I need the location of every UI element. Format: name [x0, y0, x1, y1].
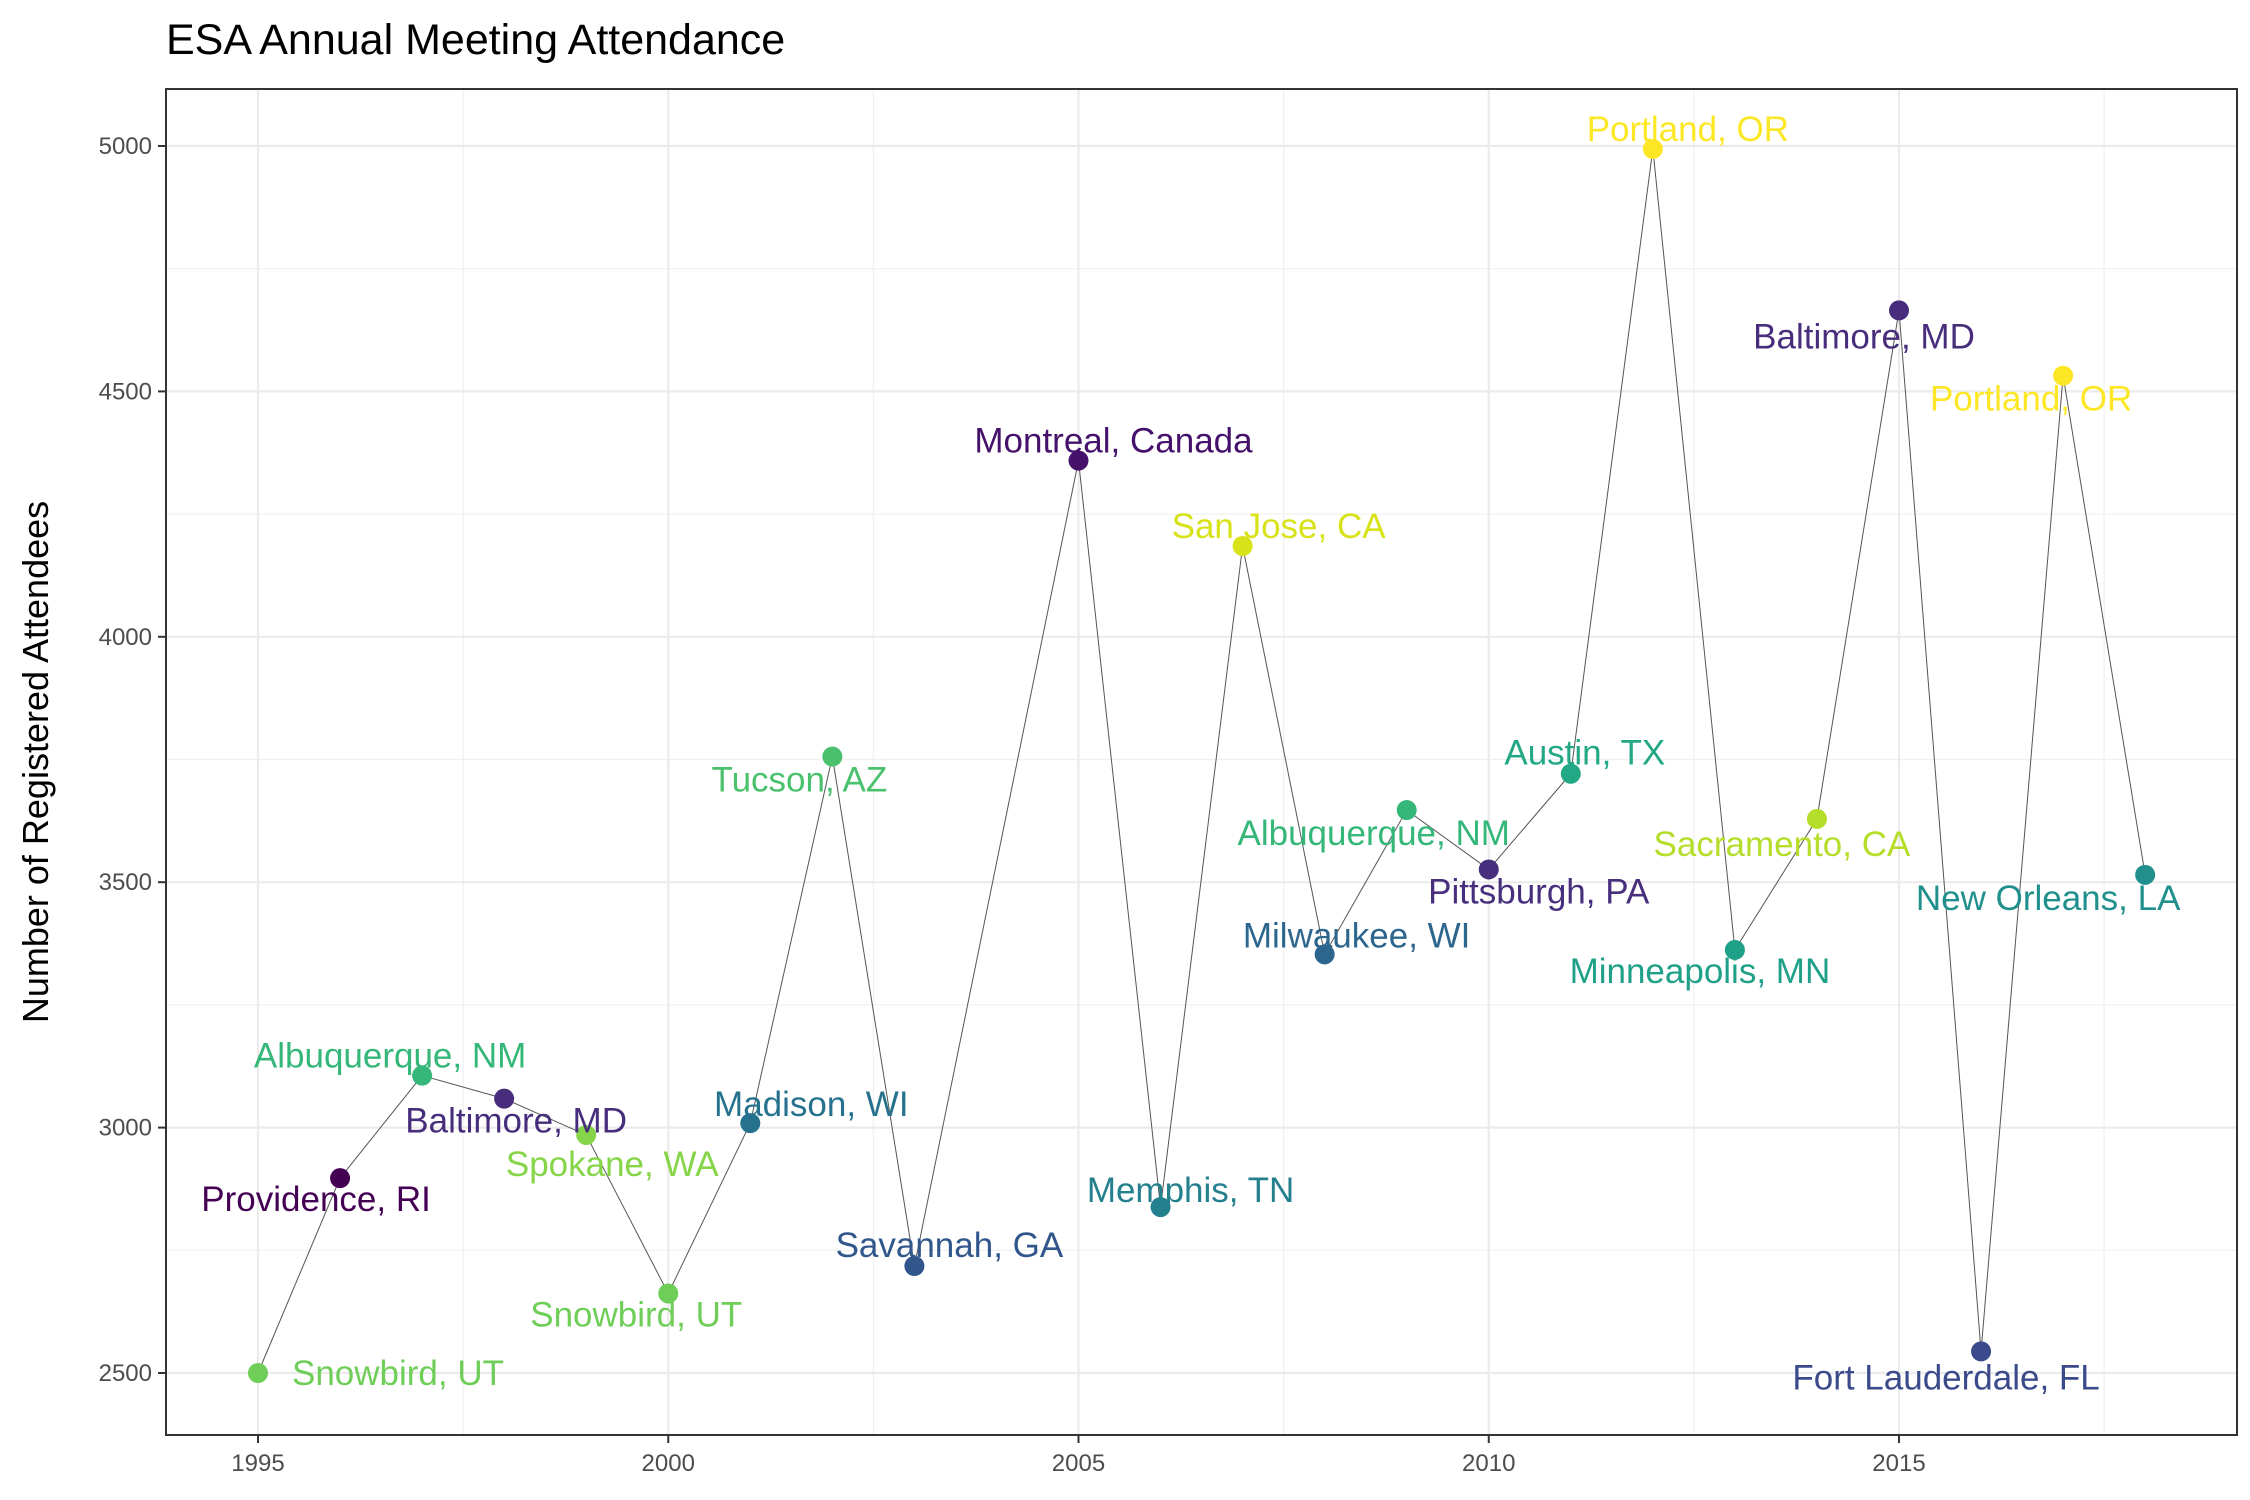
x-tick-label: 2000	[642, 1450, 695, 1477]
point-label: Pittsburgh, PA	[1428, 872, 1650, 911]
data-point	[658, 1283, 679, 1304]
data-point	[494, 1088, 515, 1109]
data-point	[1478, 859, 1499, 880]
point-label: Madison, WI	[714, 1085, 909, 1124]
point-label: Tucson, AZ	[711, 761, 887, 800]
point-label: Sacramento, CA	[1654, 825, 1911, 864]
point-label: Portland, OR	[1930, 380, 2132, 419]
point-label: New Orleans, LA	[1916, 879, 2181, 918]
data-point	[576, 1124, 597, 1145]
point-label: Savannah, GA	[836, 1226, 1064, 1265]
data-point	[1642, 138, 1663, 159]
data-point	[2135, 864, 2156, 885]
point-label: Baltimore, MD	[405, 1102, 627, 1141]
point-label: Spokane, WA	[506, 1145, 719, 1184]
y-axis-label: Number of Registered Attendees	[15, 501, 56, 1023]
axes: 1995 2000 2005 2010 2015 2500 3000 3500 4000 4500…	[99, 133, 1926, 1477]
point-label: San Jose, CA	[1172, 507, 1387, 546]
x-tick-label: 1995	[231, 1450, 284, 1477]
data-point	[904, 1256, 925, 1277]
data-point	[1724, 939, 1745, 960]
data-point	[740, 1113, 761, 1134]
y-tick-label: 3500	[99, 869, 152, 896]
plot-panel-border	[165, 88, 2238, 1436]
data-points	[248, 138, 2156, 1383]
point-label: Portland, OR	[1587, 110, 1789, 149]
data-point	[1806, 808, 1827, 829]
point-label: Montreal, Canada	[974, 422, 1253, 461]
point-label: Memphis, TN	[1087, 1171, 1294, 1210]
data-point	[1068, 450, 1089, 471]
data-point	[822, 746, 843, 767]
x-tick-label: 2010	[1462, 1450, 1515, 1477]
point-label: Snowbird, UT	[292, 1354, 504, 1393]
y-tick-label: 3000	[99, 1115, 152, 1142]
y-tick-label: 4500	[99, 378, 152, 405]
y-tick-label: 5000	[99, 133, 152, 160]
point-label: Providence, RI	[201, 1180, 431, 1219]
data-point	[1232, 536, 1253, 557]
x-tick-label: 2015	[1872, 1450, 1925, 1477]
point-label: Fort Lauderdale, FL	[1792, 1358, 2099, 1397]
y-tick-label: 4000	[99, 624, 152, 651]
data-point	[248, 1363, 268, 1383]
data-point	[1150, 1197, 1171, 1218]
point-label: Milwaukee, WI	[1243, 916, 1471, 955]
point-label: Snowbird, UT	[530, 1295, 742, 1334]
point-labels: Snowbird, UT Providence, RI Albuquerque, N…	[201, 110, 2181, 1397]
data-point	[1889, 300, 1909, 321]
data-point	[412, 1065, 433, 1086]
point-label: Albuquerque, NM	[254, 1037, 526, 1076]
y-tick-label: 2500	[99, 1360, 152, 1387]
data-point	[330, 1168, 351, 1189]
gridlines	[166, 89, 2237, 1435]
data-point	[1971, 1341, 1992, 1362]
data-point	[1314, 944, 1335, 965]
point-label: Minneapolis, MN	[1570, 952, 1831, 991]
data-point	[2053, 365, 2074, 386]
point-label: Austin, TX	[1504, 734, 1665, 773]
point-label: Baltimore, MD	[1753, 317, 1975, 356]
data-point	[1560, 763, 1581, 784]
point-label: Albuquerque, NM	[1238, 814, 1510, 853]
x-tick-label: 2005	[1052, 1450, 1105, 1477]
data-point	[1396, 800, 1417, 821]
chart-title: ESA Annual Meeting Attendance	[166, 16, 785, 64]
